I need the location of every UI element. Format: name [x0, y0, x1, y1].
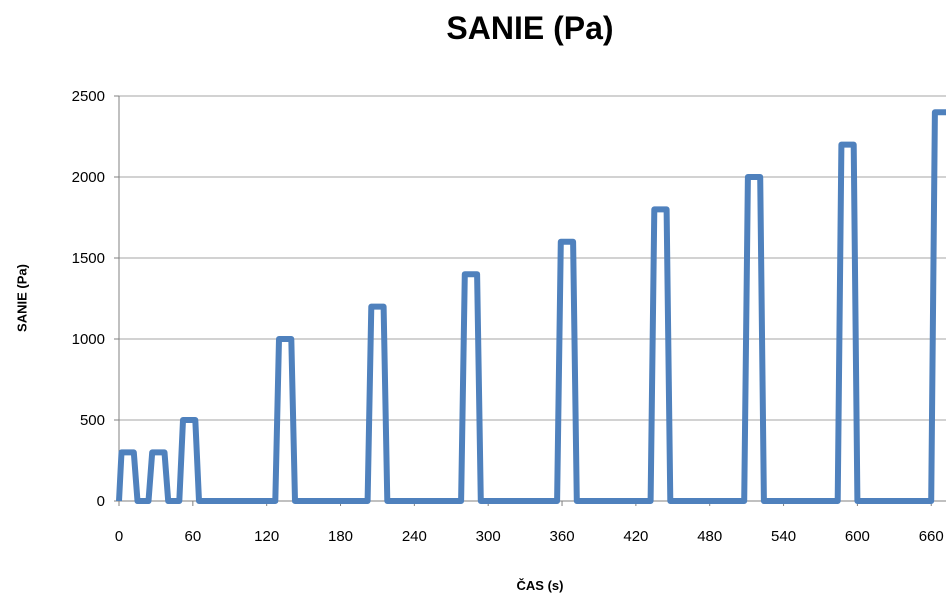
y-tick-label-500: 500 — [80, 412, 105, 429]
x-tick-label-180: 180 — [328, 528, 353, 545]
x-tick-label-600: 600 — [845, 528, 870, 545]
x-tick-label-300: 300 — [476, 528, 501, 545]
x-tick-label-420: 420 — [623, 528, 648, 545]
chart-title: SANIE (Pa) — [446, 10, 614, 46]
gridlines — [118, 95, 946, 502]
x-axis-label: ČAS (s) — [516, 578, 564, 593]
y-tick-label-1500: 1500 — [72, 250, 105, 267]
x-tick-label-540: 540 — [771, 528, 796, 545]
y-tick-label-2000: 2000 — [72, 169, 105, 186]
y-tick-label-2500: 2500 — [72, 88, 105, 105]
axis-ticks: 0 500 1000 1500 2000 2500 0 60 120 180 240 300 360 42… — [72, 88, 944, 545]
x-tick-label-0: 0 — [115, 528, 123, 545]
y-tick-label-0: 0 — [97, 493, 105, 510]
x-tick-label-660: 660 — [919, 528, 944, 545]
series-line-0 — [116, 109, 946, 504]
x-tick-label-360: 360 — [550, 528, 575, 545]
x-tick-label-480: 480 — [697, 528, 722, 545]
x-tick-label-120: 120 — [254, 528, 279, 545]
x-tick-label-60: 60 — [184, 528, 201, 545]
x-tick-label-240: 240 — [402, 528, 427, 545]
y-tick-label-1000: 1000 — [72, 331, 105, 348]
series-group — [116, 109, 946, 504]
